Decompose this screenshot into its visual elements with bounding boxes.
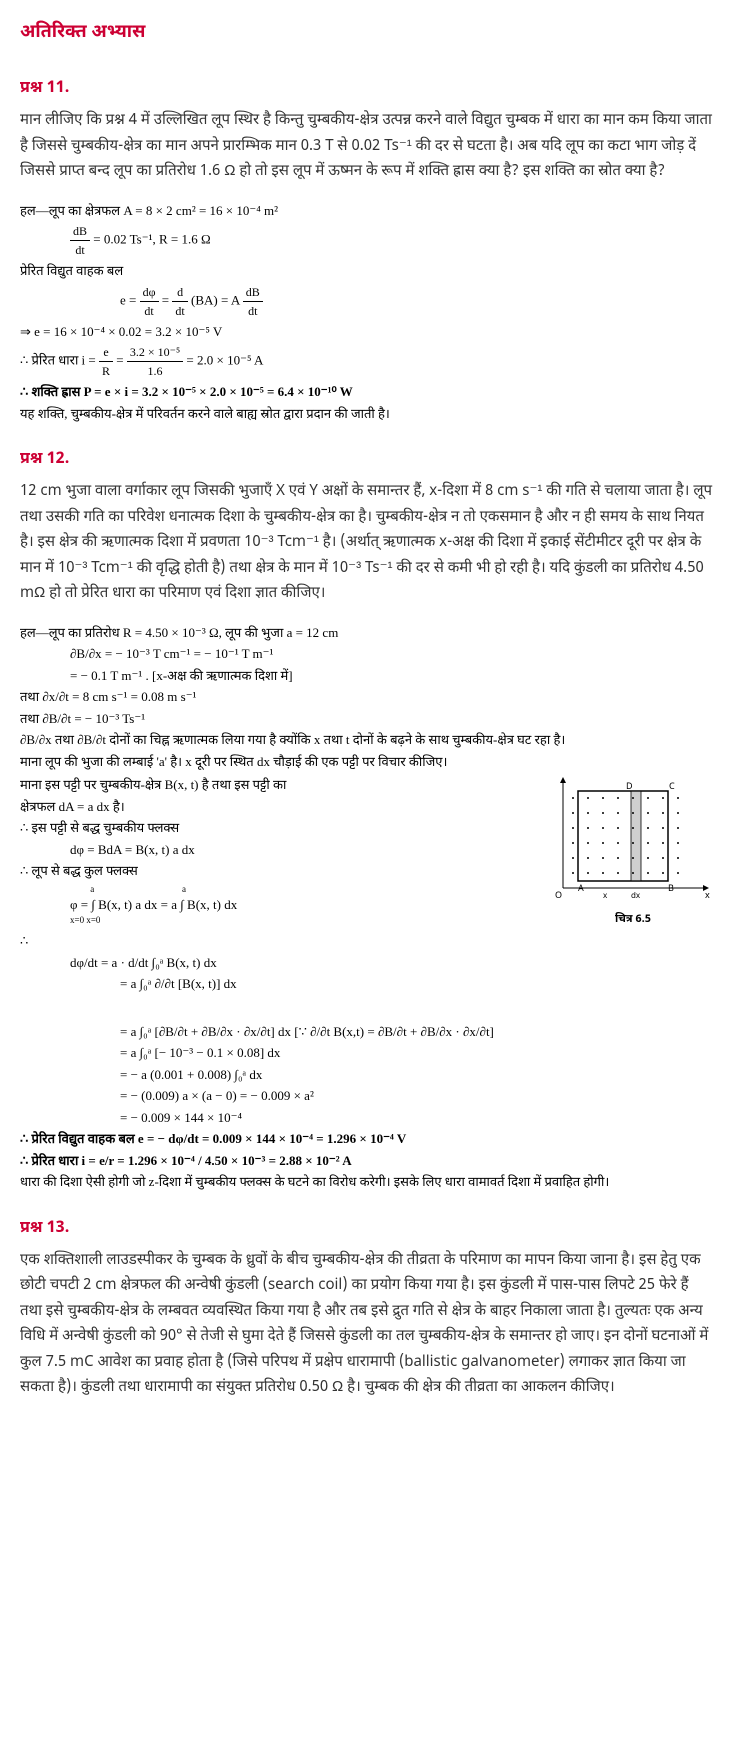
q11-sol-source: यह शक्ति, चुम्बकीय-क्षेत्र में परिवर्तन … [20, 404, 713, 424]
q12-sol-phi1-top: a a [70, 883, 543, 897]
diag-D-label: D [626, 781, 633, 793]
q11-sol-dBdt: dBdt = 0.02 Ts⁻¹, R = 1.6 Ω [70, 222, 713, 259]
q11-number: प्रश्न 11. [20, 77, 713, 101]
diag-dx-label: dx [631, 891, 641, 902]
q12-sol-direction: धारा की दिशा ऐसी होगी जो z-दिशा में चुम्… [20, 1172, 713, 1192]
q11-sol-area: हल—लूप का क्षेत्रफल A = 8 × 2 cm² = 16 ×… [20, 201, 713, 221]
q12-sol-dphi2: = a ∫₀ᵃ ∂/∂t [B(x, t)] dx [120, 974, 713, 994]
section-title: अतिरिक्त अभ्यास [20, 20, 713, 47]
diag-x-label: x [705, 890, 710, 902]
q12-sol-setup3: क्षेत्रफल dA = a dx है। [20, 797, 543, 817]
q12-sol-setup2: माना इस पट्टी पर चुम्बकीय-क्षेत्र B(x, t… [20, 775, 543, 795]
diag-A-label: A [578, 883, 584, 895]
q12-sol-dphi7: = − 0.009 × 144 × 10⁻⁴ [120, 1108, 713, 1128]
q12-sol-dBdx2: = − 0.1 T m⁻¹ . [x-अक्ष की ऋणात्मक दिशा … [70, 666, 713, 686]
q12-number: प्रश्न 12. [20, 448, 713, 472]
q12-sol-dphi1: dφ/dt = a · d/dt ∫₀ᵃ B(x, t) dx [70, 953, 713, 973]
q12-sol-note: ∂B/∂x तथा ∂B/∂t दोनों का चिह्न ऋणात्मक ल… [20, 730, 713, 750]
q12-sol-dphi-label: ∴ [20, 931, 713, 951]
q11-sol-current: ∴ प्रेरित धारा i = eR = 3.2 × 10⁻⁵1.6 = … [20, 343, 713, 380]
q11-sol-emf-label: प्रेरित विद्युत वाहक बल [20, 261, 713, 281]
q11-sol-power: ∴ शक्ति ह्रास P = e × i = 3.2 × 10⁻⁵ × 2… [20, 382, 713, 402]
q12-sol-dphi6: = − (0.009) a × (a − 0) = − 0.009 × a² [120, 1086, 713, 1106]
q12-body: 12 cm भुजा वाला वर्गाकार लूप जिसकी भुजाए… [20, 480, 713, 608]
q11-sol-emf-val: ⇒ e = 16 × 10⁻⁴ × 0.02 = 3.2 × 10⁻⁵ V [20, 322, 713, 342]
q12-sol-flux3: ∴ लूप से बद्ध कुल फ्लक्स [20, 861, 543, 881]
q12-sol-dphi4: = a ∫₀ᵃ [− 10⁻³ − 0.1 × 0.08] dx [120, 1043, 713, 1063]
q12-sol-dphi3: = a ∫₀ᵃ [∂B/∂t + ∂B/∂x · ∂x/∂t] dx [∵ ∂/… [120, 1022, 713, 1042]
q12-sol-phi1: φ = ∫ B(x, t) a dx = a ∫ B(x, t) dx [70, 895, 543, 915]
diag-C-label: C [669, 781, 675, 793]
q11-sol-emf: e = dφdt = ddt (BA) = A dBdt [120, 283, 713, 320]
q12-sol-current: ∴ प्रेरित धारा i = e/r = 1.296 × 10⁻⁴ / … [20, 1151, 713, 1171]
q12-sol-dxdt: तथा ∂x/∂t = 8 cm s⁻¹ = 0.08 m s⁻¹ [20, 687, 713, 707]
diag-B-label: B [668, 883, 674, 895]
q12-sol-flux1: ∴ इस पट्टी से बद्ध चुम्बकीय फ्लक्स [20, 818, 543, 838]
q12-sol-given: हल—लूप का प्रतिरोध R = 4.50 × 10⁻³ Ω, लू… [20, 623, 713, 643]
q12-sol-emf: ∴ प्रेरित विद्युत वाहक बल e = − dφ/dt = … [20, 1129, 713, 1149]
q12-sol-dphi5: = − a (0.001 + 0.008) ∫₀ᵃ dx [120, 1065, 713, 1085]
q11-body: मान लीजिए कि प्रश्न 4 में उल्लिखित लूप स… [20, 109, 713, 186]
diag-x2-label: x [603, 892, 608, 902]
q12-sol-setup1: माना लूप की भुजा की लम्बाई 'a' है। x दूर… [20, 752, 713, 772]
q12-sol-phi1-bot: x=0 x=0 [70, 914, 543, 928]
q12-sol-dBdt: तथा ∂B/∂t = − 10⁻³ Ts⁻¹ [20, 709, 713, 729]
q12-sol-flux2: dφ = BdA = B(x, t) a dx [70, 840, 543, 860]
q12-diagram: A B C D O x dx x चित्र 6.5 [553, 773, 713, 903]
q13-body: एक शक्तिशाली लाउडस्पीकर के चुम्बक के ध्र… [20, 1249, 713, 1402]
diag-O-label: O [555, 890, 562, 902]
diagram-caption: चित्र 6.5 [553, 912, 713, 929]
q13-number: प्रश्न 13. [20, 1217, 713, 1241]
q12-sol-dBdx: ∂B/∂x = − 10⁻³ T cm⁻¹ = − 10⁻¹ T m⁻¹ [70, 644, 713, 664]
